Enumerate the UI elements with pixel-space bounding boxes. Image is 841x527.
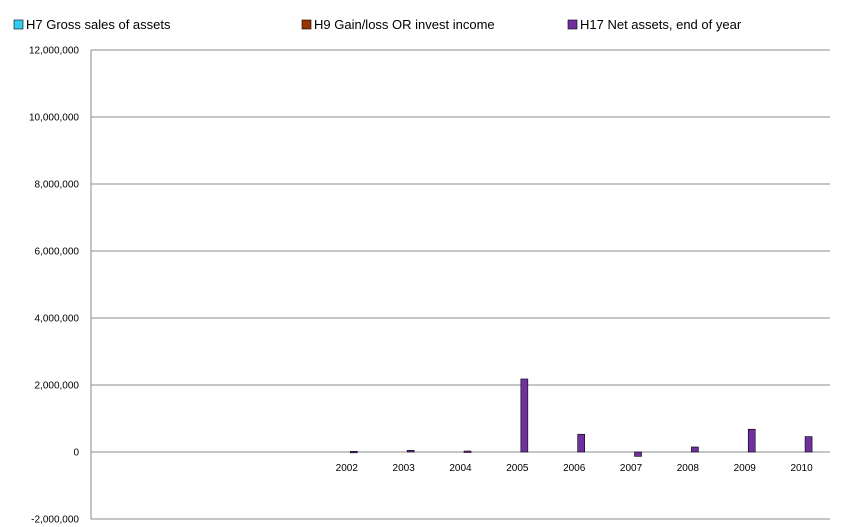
bars — [350, 378, 813, 457]
bar — [350, 451, 358, 454]
y-tick-label: -2,000,000 — [31, 515, 79, 526]
legend-label: H9 Gain/loss OR invest income — [314, 17, 495, 32]
x-tick-label: 2010 — [790, 463, 813, 474]
y-tick-label: 8,000,000 — [35, 180, 80, 191]
x-tick-label: 2002 — [336, 463, 359, 474]
y-tick-label: 10,000,000 — [29, 113, 79, 124]
y-tick-label: 0 — [73, 448, 79, 459]
legend-swatch — [13, 19, 24, 30]
x-tick-label: 2007 — [620, 463, 643, 474]
y-tick-label: 4,000,000 — [35, 314, 80, 325]
legend-swatch — [567, 19, 578, 30]
y-tick-label: 6,000,000 — [35, 247, 80, 258]
legend-label: H7 Gross sales of assets — [26, 17, 171, 32]
legend: H7 Gross sales of assets H9 Gain/loss OR … — [13, 17, 742, 32]
bar — [406, 450, 415, 453]
gridlines — [91, 49, 830, 520]
x-tick-label: 2005 — [506, 463, 529, 474]
x-tick-label: 2009 — [734, 463, 757, 474]
legend-label: H17 Net assets, end of year — [580, 17, 742, 32]
y-tick-label: 2,000,000 — [35, 381, 80, 392]
bar — [577, 433, 585, 453]
y-tick-label: 12,000,000 — [29, 46, 79, 57]
bar — [520, 378, 529, 453]
x-tick-label: 2004 — [449, 463, 472, 474]
legend-swatch — [301, 19, 312, 30]
x-tick-label: 2003 — [393, 463, 416, 474]
bar — [634, 451, 642, 457]
y-axis-ticks: 12,000,000 10,000,000 8,000,000 6,000,000 4,… — [29, 46, 80, 526]
bar — [747, 428, 756, 453]
x-tick-label: 2008 — [677, 463, 700, 474]
bar — [691, 446, 699, 453]
bar — [463, 450, 472, 453]
x-tick-label: 2006 — [563, 463, 586, 474]
bar — [804, 436, 813, 453]
x-axis-ticks: 2002 2003 2004 2005 2006 2007 2008 2009 2010 — [336, 463, 813, 474]
